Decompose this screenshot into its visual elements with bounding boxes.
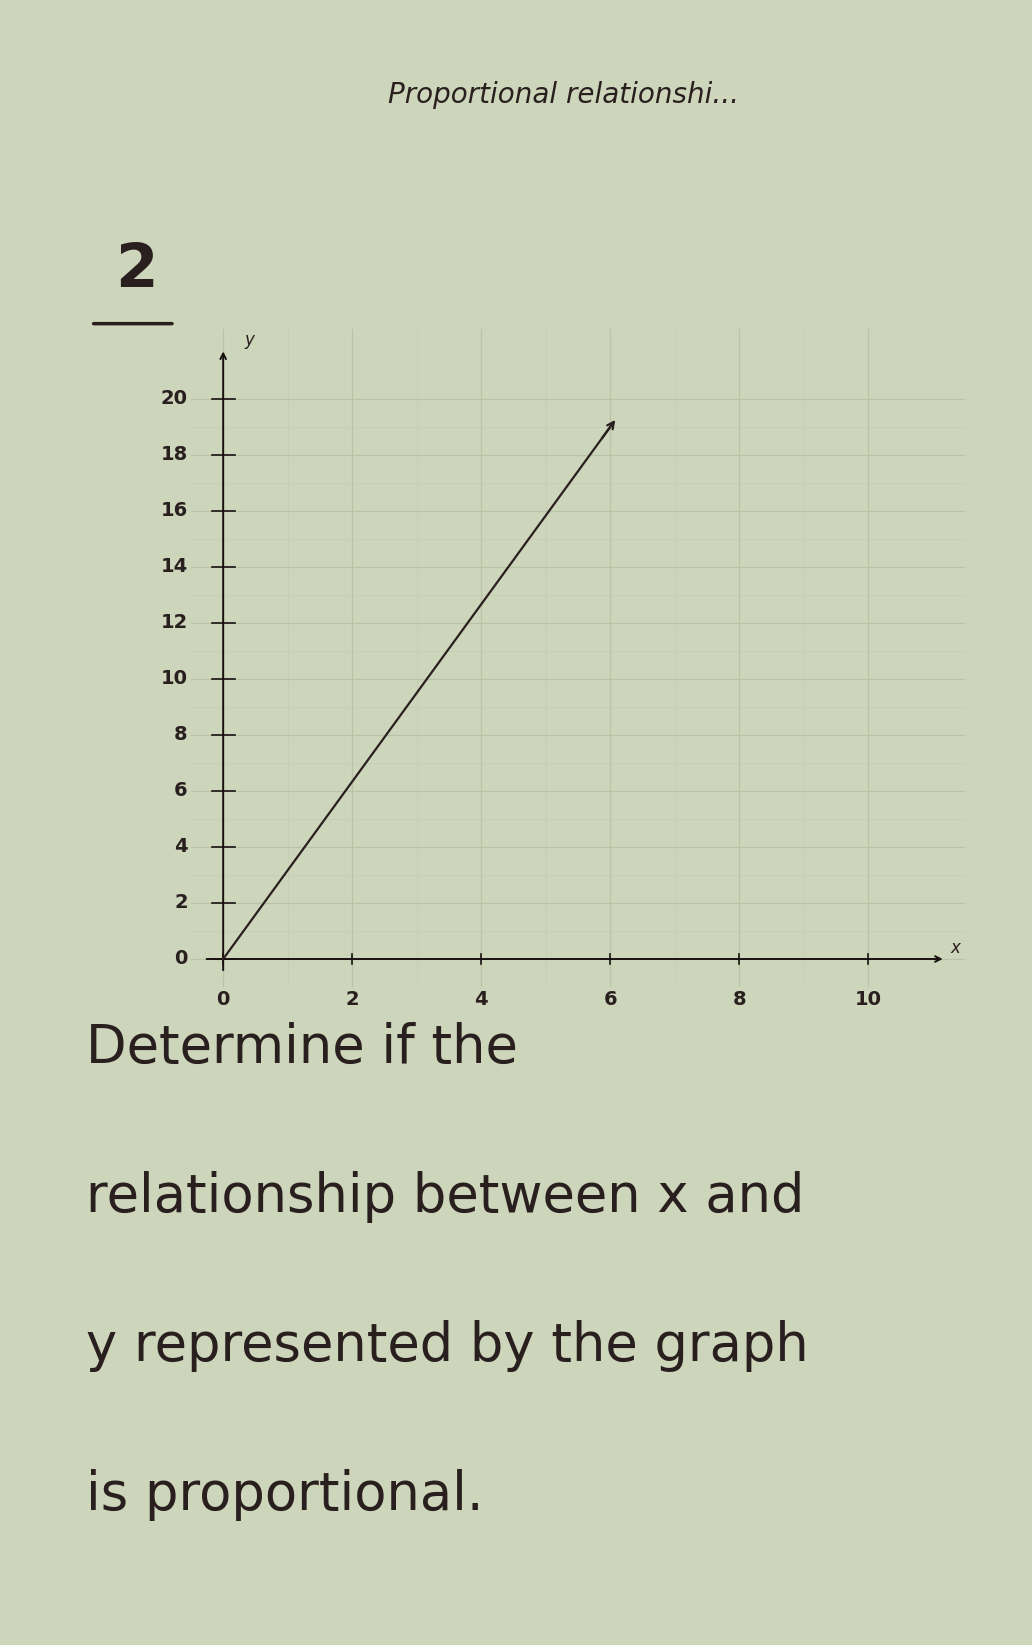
Text: 2: 2 [115,240,158,299]
Text: 10: 10 [161,670,188,689]
Text: 14: 14 [160,558,188,576]
Text: relationship between x and: relationship between x and [86,1171,805,1222]
Text: 8: 8 [174,725,188,745]
Text: y represented by the graph: y represented by the graph [86,1319,809,1372]
Text: 4: 4 [174,837,188,857]
Text: 20: 20 [161,390,188,408]
Text: 2: 2 [174,893,188,913]
Text: Determine if the: Determine if the [86,1022,518,1074]
Text: 0: 0 [174,949,188,969]
Text: is proportional.: is proportional. [86,1469,484,1522]
Text: 12: 12 [160,614,188,632]
Text: 0: 0 [217,990,230,1008]
Text: x: x [950,939,960,957]
Text: 16: 16 [160,502,188,520]
Text: y: y [244,331,254,349]
Text: 18: 18 [160,446,188,464]
Text: 2: 2 [346,990,359,1008]
Text: 6: 6 [604,990,617,1008]
Text: 10: 10 [854,990,881,1008]
Text: Proportional relationshi...: Proportional relationshi... [388,81,739,109]
Text: 8: 8 [733,990,746,1008]
Text: 6: 6 [174,781,188,801]
Text: 4: 4 [475,990,488,1008]
